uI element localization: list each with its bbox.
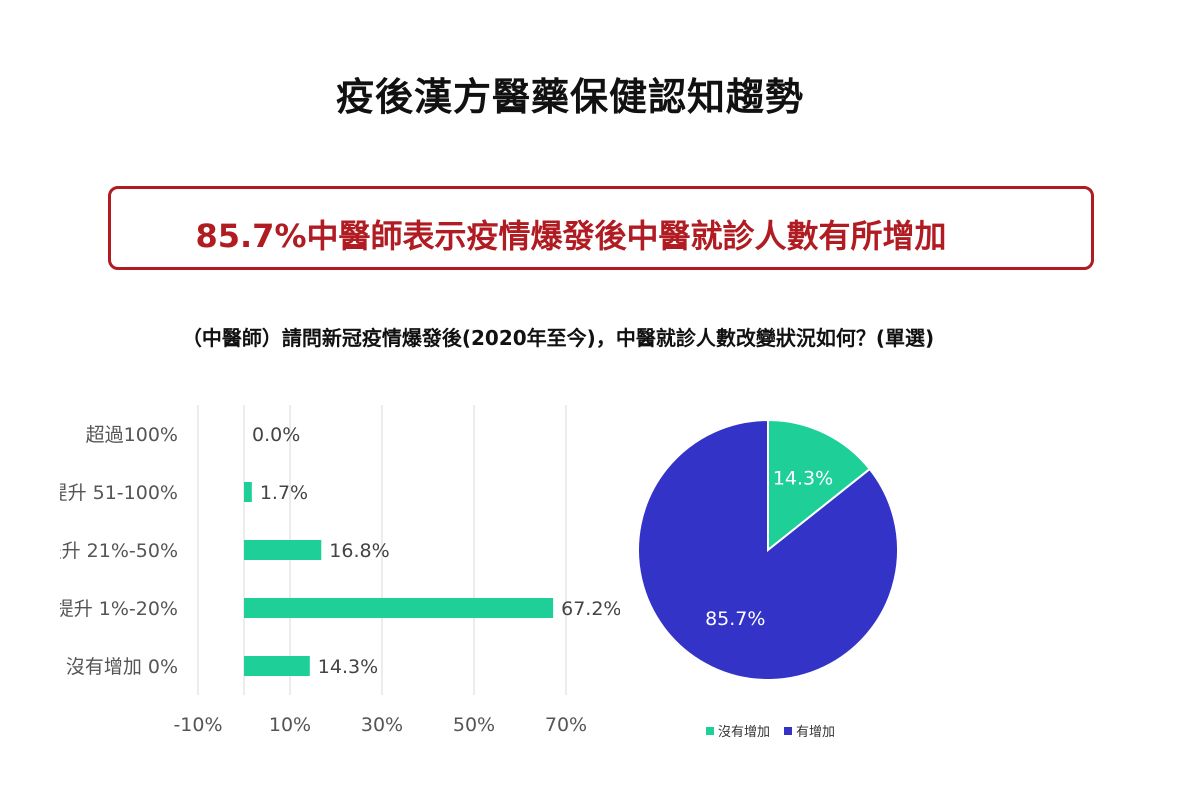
x-tick-label: -10% — [173, 714, 222, 736]
pie-value-label: 85.7% — [705, 608, 765, 630]
pie-value-label: 14.3% — [773, 467, 833, 489]
category-label: 超過100% — [86, 424, 178, 446]
headline-box: 85.7%中醫師表示疫情爆發後中醫就診人數有所增加 — [108, 186, 1094, 270]
page-title: 疫後漢方醫藥保健認知趨勢 — [335, 75, 804, 119]
category-label: 提升 51-100% — [60, 482, 178, 504]
pie-legend: 沒有增加 有增加 — [706, 721, 835, 740]
bar — [244, 598, 554, 618]
pie-slice — [767, 418, 872, 553]
bar-value-label: 16.8% — [329, 540, 389, 562]
bar-value-label: 14.3% — [318, 656, 378, 678]
bar-value-label: 1.7% — [260, 482, 308, 504]
category-label: 沒有增加 0% — [66, 656, 178, 678]
category-label: 提升 1%-20% — [60, 598, 178, 620]
legend-item-increase: 有增加 — [784, 721, 835, 740]
x-tick-label: 10% — [269, 714, 311, 736]
survey-question: （中醫師）請問新冠疫情爆發後(2020年至今)，中醫就診人數改變狀況如何？(單選… — [181, 326, 935, 350]
x-tick-label: 70% — [545, 714, 587, 736]
legend-label-no-increase: 沒有增加 — [718, 725, 771, 740]
bar-chart: -10% 10% 30% 50% 70% 超過100% 0.0% 提升 51-100% 1.7%… — [60, 405, 620, 736]
legend-item-no-increase: 沒有增加 — [706, 721, 770, 740]
pie-slice — [637, 418, 899, 681]
x-tick-label: 30% — [361, 714, 403, 736]
bar — [244, 540, 322, 560]
headline-text: 85.7%中醫師表示疫情爆發後中醫就診人數有所增加 — [195, 217, 947, 255]
bar-value-label: 67.2% — [561, 598, 620, 620]
bar — [244, 482, 252, 502]
pie-chart: 14.3% 85.7% — [637, 418, 899, 681]
bar-value-label: 0.0% — [252, 424, 300, 446]
legend-swatch-no-increase — [706, 726, 714, 735]
legend-swatch-increase — [784, 726, 793, 735]
x-tick-label: 50% — [453, 714, 495, 736]
category-label: 提升 21%-50% — [60, 540, 178, 562]
bar — [244, 656, 310, 676]
legend-label-increase: 有增加 — [796, 725, 836, 740]
